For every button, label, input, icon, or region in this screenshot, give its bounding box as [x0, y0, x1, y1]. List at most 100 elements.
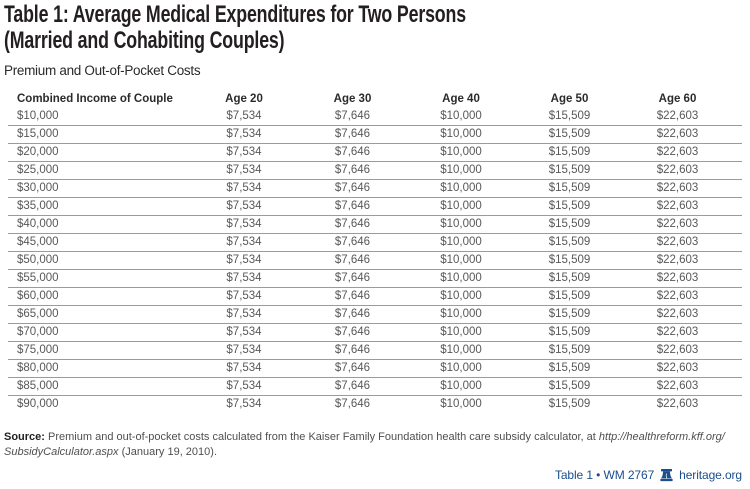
- expenditure-cell: $22,603: [656, 218, 699, 230]
- expenditure-cell: $15,509: [548, 146, 591, 158]
- expenditure-cell: $10,000: [440, 128, 482, 140]
- expenditure-cell: $7,534: [226, 146, 262, 158]
- expenditure-cell: $15,509: [548, 344, 591, 356]
- income-cell: $15,000: [17, 128, 59, 140]
- table-subtitle: Premium and Out-of-Pocket Costs: [4, 63, 201, 78]
- expenditure-cell: $22,603: [656, 146, 699, 158]
- table-row: $85,000 $7,534 $7,646 $10,000 $15,509 $22,603: [8, 377, 742, 395]
- expenditure-cell: $15,509: [548, 236, 591, 248]
- income-cell: $45,000: [17, 236, 59, 248]
- expenditure-cell: $7,646: [334, 128, 371, 140]
- col-header-age-60: Age 60: [658, 92, 697, 105]
- source-url-part1: http://healthreform.kff.org/: [598, 431, 725, 443]
- expenditure-cell: $7,646: [334, 344, 371, 356]
- expenditure-cell: $22,603: [656, 308, 699, 320]
- expenditure-cell: $10,000: [440, 380, 482, 392]
- expenditure-cell: $7,646: [334, 380, 371, 392]
- source-date: (January 19, 2010).: [118, 445, 217, 458]
- table-row: $50,000 $7,534 $7,646 $10,000 $15,509 $22,603: [8, 251, 742, 269]
- expenditure-cell: $10,000: [440, 308, 482, 320]
- expenditure-cell: $22,603: [656, 200, 699, 212]
- expenditure-cell: $10,000: [440, 182, 482, 194]
- expenditure-cell: $7,646: [334, 200, 371, 212]
- expenditure-cell: $22,603: [656, 182, 699, 194]
- source-text: Premium and out-of-pocket costs calculat…: [44, 431, 599, 443]
- expenditure-cell: $7,534: [226, 272, 262, 284]
- expenditure-cell: $22,603: [656, 109, 699, 122]
- expenditure-cell: $7,534: [226, 254, 262, 266]
- expenditure-cell: $15,509: [548, 380, 591, 392]
- expenditure-cell: $15,509: [548, 362, 591, 374]
- table-row: $35,000 $7,534 $7,646 $10,000 $15,509 $22,603: [8, 197, 742, 215]
- income-cell: $85,000: [17, 380, 59, 392]
- income-cell: $75,000: [17, 344, 59, 356]
- expenditure-cell: $7,646: [334, 109, 371, 122]
- expenditure-cell: $22,603: [656, 362, 699, 374]
- source-line-2: SubsidyCalculator.aspx (January 19, 2010…: [4, 446, 217, 458]
- expenditure-cell: $15,509: [548, 272, 591, 284]
- col-header-age-50: Age 50: [550, 92, 589, 105]
- expenditure-cell: $7,646: [334, 182, 371, 194]
- expenditure-cell: $10,000: [440, 272, 482, 284]
- table-body: $10,000 $7,534 $7,646 $10,000 $15,509 $22,603…: [8, 107, 742, 413]
- expenditure-cell: $22,603: [656, 164, 699, 176]
- expenditure-cell: $7,534: [226, 308, 262, 320]
- expenditure-cell: $15,509: [548, 218, 591, 230]
- table-title-line2: (Married and Cohabiting Couples): [4, 27, 285, 54]
- table-row: $40,000 $7,534 $7,646 $10,000 $15,509 $22,603: [8, 215, 742, 233]
- income-cell: $30,000: [17, 182, 59, 194]
- expenditure-cell: $22,603: [656, 380, 699, 392]
- expenditure-cell: $15,509: [548, 128, 591, 140]
- expenditure-cell: $15,509: [548, 398, 591, 411]
- source-url-part2: SubsidyCalculator.aspx: [4, 445, 119, 458]
- income-cell: $65,000: [17, 308, 59, 320]
- expenditure-cell: $10,000: [440, 109, 482, 122]
- expenditure-cell: $10,000: [440, 164, 482, 176]
- table-row: $60,000 $7,534 $7,646 $10,000 $15,509 $22,603: [8, 287, 742, 305]
- income-cell: $60,000: [17, 290, 59, 302]
- expenditure-cell: $7,646: [334, 272, 371, 284]
- table-row: $10,000 $7,534 $7,646 $10,000 $15,509 $22,603: [8, 107, 742, 125]
- table-title: Table 1: Average Medical Expenditures fo…: [4, 2, 550, 54]
- expenditure-cell: $7,646: [334, 308, 371, 320]
- expenditure-cell: $10,000: [440, 398, 482, 411]
- table-row: $80,000 $7,534 $7,646 $10,000 $15,509 $22,603: [8, 359, 742, 377]
- col-header-age-30: Age 30: [333, 92, 372, 105]
- expenditure-cell: $22,603: [656, 398, 699, 411]
- footer-publication-id: Table 1 • WM 2767: [554, 468, 655, 482]
- expenditure-cell: $7,646: [334, 398, 371, 411]
- expenditure-cell: $7,646: [334, 236, 371, 248]
- expenditure-cell: $7,534: [226, 200, 262, 212]
- expenditure-cell: $7,534: [226, 380, 262, 392]
- expenditure-cell: $7,534: [226, 164, 262, 176]
- expenditure-cell: $22,603: [656, 326, 699, 338]
- footer-credit: Table 1 • WM 2767 heritage.org: [555, 468, 742, 482]
- table-row: $55,000 $7,534 $7,646 $10,000 $15,509 $22,603: [8, 269, 742, 287]
- expenditure-cell: $7,646: [334, 254, 371, 266]
- income-cell: $40,000: [17, 218, 59, 230]
- table-row: $45,000 $7,534 $7,646 $10,000 $15,509 $22,603: [8, 233, 742, 251]
- expenditure-cell: $22,603: [656, 290, 699, 302]
- expenditure-cell: $22,603: [656, 272, 699, 284]
- income-cell: $80,000: [17, 362, 59, 374]
- expenditure-cell: $10,000: [440, 290, 482, 302]
- expenditure-cell: $10,000: [440, 236, 482, 248]
- table-row: $70,000 $7,534 $7,646 $10,000 $15,509 $22,603: [8, 323, 742, 341]
- expenditure-cell: $15,509: [548, 308, 591, 320]
- income-cell: $55,000: [17, 272, 59, 284]
- expenditure-cell: $7,534: [226, 344, 262, 356]
- expenditure-cell: $22,603: [656, 254, 699, 266]
- expenditure-cell: $7,646: [334, 218, 371, 230]
- expenditures-table: Combined Income of Couple Age 20 Age 30 …: [8, 90, 742, 413]
- col-header-income: Combined Income of Couple: [17, 92, 173, 105]
- expenditure-cell: $10,000: [440, 344, 482, 356]
- header-row: Combined Income of Couple Age 20 Age 30 …: [8, 90, 742, 107]
- footer-site: heritage.org: [679, 468, 742, 482]
- expenditure-cell: $7,646: [334, 146, 371, 158]
- expenditure-cell: $10,000: [440, 326, 482, 338]
- expenditure-cell: $7,646: [334, 164, 371, 176]
- table-row: $20,000 $7,534 $7,646 $10,000 $15,509 $22,603: [8, 143, 742, 161]
- income-cell: $25,000: [17, 164, 59, 176]
- expenditure-cell: $7,534: [226, 218, 262, 230]
- expenditure-cell: $10,000: [440, 146, 482, 158]
